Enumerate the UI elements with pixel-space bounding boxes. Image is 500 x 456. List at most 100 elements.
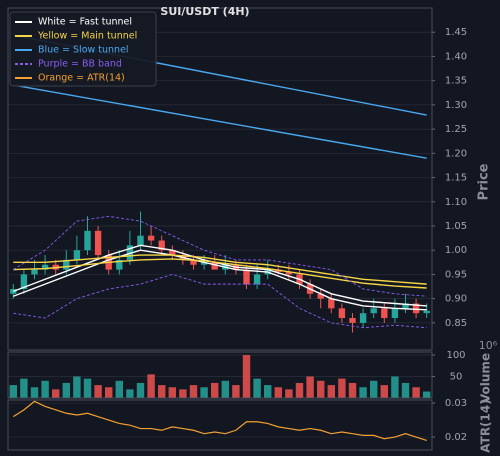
mark-layer [9,34,431,442]
volume-bar [30,387,39,398]
volume-bar [126,389,134,398]
volume-bar [263,385,272,398]
legend-label: White = Fast tunnel [38,17,132,28]
tunnel-line [13,273,427,329]
volume-bar [83,378,92,398]
volume-bar [391,376,399,398]
volume-bar [41,380,49,398]
volume-bar [73,376,81,398]
y-tick-label: 1.40 [445,51,467,62]
y-tick-label: 1.20 [445,148,467,159]
candle-body [31,269,38,275]
legend-box [9,11,157,87]
candle-body [253,274,261,285]
candle-body [41,264,49,270]
candle-body [391,308,399,319]
y-tick-label: 0.90 [445,294,467,305]
candle-body [20,274,28,289]
volume-bar [380,385,389,398]
legend: White = Fast tunnel Yellow = Main tunnel B… [9,11,157,87]
candle-body [412,303,420,314]
candle-body [338,308,346,319]
volume-bar [422,391,431,398]
candle-body [402,303,409,309]
candle-body [423,310,430,314]
legend-label: Blue = Slow tunnel [38,45,129,56]
y-tick-label: 1.15 [445,173,467,184]
volume-bar [232,385,240,398]
y-tick-label: 1.30 [445,100,467,111]
tunnel-line [13,254,427,285]
tunnel-line [13,215,427,297]
y-tick-label: 1.25 [445,124,467,135]
candle-body [243,269,250,285]
candle-body [359,313,367,323]
volume-bar [401,382,410,398]
volume-bar [179,389,187,398]
volume-bar [104,387,113,398]
volume-bar [168,387,177,398]
volume-bar [274,387,283,398]
volume-bar [369,380,378,398]
legend-label: Orange = ATR(14) [38,73,125,84]
candle-body [317,293,324,299]
y-tick-label: 50 [450,372,463,383]
atr-line [12,400,427,442]
legend-label: Purple = BB band [38,59,122,70]
volume-bar [306,376,314,398]
candle-body [10,288,17,294]
y-tick-label: 0.85 [445,318,467,329]
y-tick-label: 1.00 [445,245,467,256]
volume-bar [327,385,336,398]
volume-bar [94,385,102,398]
volume-bar [200,387,208,398]
candle-body [328,298,335,309]
candle-body [211,262,218,270]
tunnel-line [13,84,427,159]
volume-bar [51,389,60,398]
volume-bar [285,389,293,398]
volume-bar [221,380,230,398]
tunnel-line [13,258,427,289]
volume-bar [136,382,145,398]
candle-body [116,259,123,270]
candle-body [285,272,293,275]
volume-bar [115,380,124,398]
price-panel-frame [7,7,433,351]
candle-body [190,259,197,265]
volume-bar [242,355,251,398]
y-tick-label: 0.95 [445,269,467,280]
candle-body [94,230,102,256]
candle-body [370,308,377,314]
volume-bar [157,385,166,398]
candle-body [63,259,70,270]
volume-bar [62,382,71,398]
legend-label: Yellow = Main tunnel [37,31,137,42]
volume-bar [147,374,155,398]
y-tick-label: 100 [446,350,465,361]
volume-bar [9,385,18,398]
candle-body [200,262,208,265]
candle-body [158,240,165,251]
candle-body [349,318,356,323]
candle-body [126,245,134,260]
volume-bar [359,387,367,398]
volume-offset-label: 10⁶ [479,339,498,352]
y-tick-label: 1.45 [445,27,467,38]
y-tick-label: 1.35 [445,76,467,87]
volume-bar [210,382,219,398]
y-axis-label: Price [477,163,492,200]
atr-panel-frame [7,399,433,451]
y-tick-label: 0.02 [445,432,467,443]
candle-body [147,235,155,241]
candle-body [169,250,176,256]
volume-bar [253,378,261,398]
volume-bar [20,378,28,398]
candle-body [137,235,144,246]
volume-bar [295,382,304,398]
y-tick-label: 1.10 [445,197,467,208]
volume-bar [348,382,357,398]
atr-axis-label: ATR(14) [479,399,493,452]
volume-bar [412,387,420,398]
